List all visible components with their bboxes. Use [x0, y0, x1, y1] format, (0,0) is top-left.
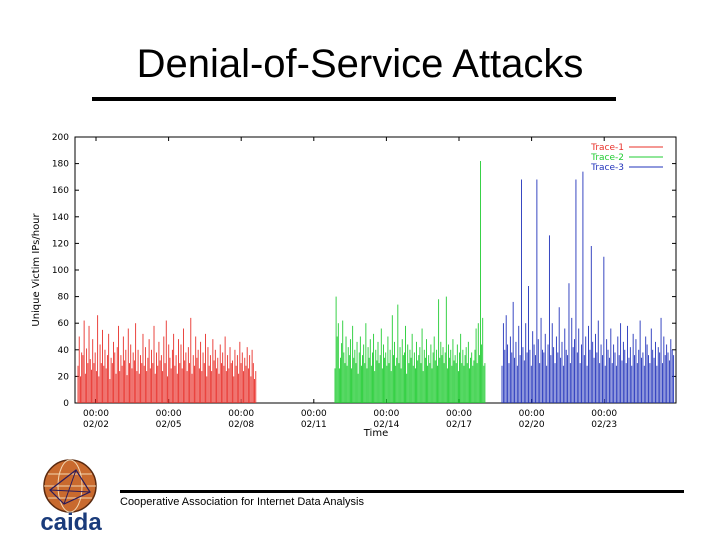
y-tick-label: 140	[52, 213, 69, 223]
logo-wordmark: caida	[40, 509, 102, 534]
y-tick-label: 60	[58, 319, 70, 329]
y-tick-label: 200	[52, 133, 69, 143]
title-underline	[92, 97, 616, 101]
legend-label: Trace-3	[590, 163, 624, 173]
x-tick-date: 02/14	[373, 420, 399, 430]
legend-label: Trace-1	[590, 143, 624, 153]
footer-rule	[120, 490, 684, 493]
y-tick-label: 20	[58, 372, 70, 382]
x-tick-date: 02/02	[83, 420, 109, 430]
caida-logo: caida	[40, 459, 102, 534]
y-tick-label: 0	[63, 399, 69, 409]
y-tick-label: 120	[52, 239, 69, 249]
x-tick-time: 00:00	[519, 409, 545, 419]
y-tick-label: 100	[52, 266, 69, 276]
y-axis-ticks: 0 20 40 60 80 100 120 140 160 180 200	[52, 133, 676, 409]
x-tick-date: 02/20	[519, 420, 545, 430]
x-tick-time: 00:00	[446, 409, 472, 419]
x-tick-date: 02/05	[156, 420, 182, 430]
x-axis-label: Time	[363, 428, 388, 439]
y-tick-label: 180	[52, 160, 69, 170]
x-tick-date: 02/11	[301, 420, 327, 430]
footer-text: Cooperative Association for Internet Dat…	[120, 496, 364, 508]
x-tick-time: 00:00	[156, 409, 182, 419]
x-tick-time: 00:00	[228, 409, 254, 419]
x-tick-date: 02/23	[591, 420, 617, 430]
x-tick-time: 00:00	[373, 409, 399, 419]
x-tick-time: 00:00	[83, 409, 109, 419]
x-tick-time: 00:00	[301, 409, 327, 419]
y-axis-label: Unique Victim IPs/hour	[31, 212, 42, 326]
y-tick-label: 80	[58, 293, 70, 303]
y-tick-label: 40	[58, 346, 70, 356]
slide-title: Denial-of-Service Attacks	[136, 42, 584, 86]
chart-bars	[77, 160, 675, 403]
x-axis-ticks: 00:0002/0200:0002/0500:0002/0800:0002/11…	[83, 137, 617, 430]
x-tick-time: 00:00	[591, 409, 617, 419]
y-tick-label: 160	[52, 186, 69, 196]
legend-label: Trace-2	[590, 153, 624, 163]
x-tick-date: 02/08	[228, 420, 254, 430]
globe-icon	[43, 459, 97, 513]
x-tick-date: 02/17	[446, 420, 472, 430]
